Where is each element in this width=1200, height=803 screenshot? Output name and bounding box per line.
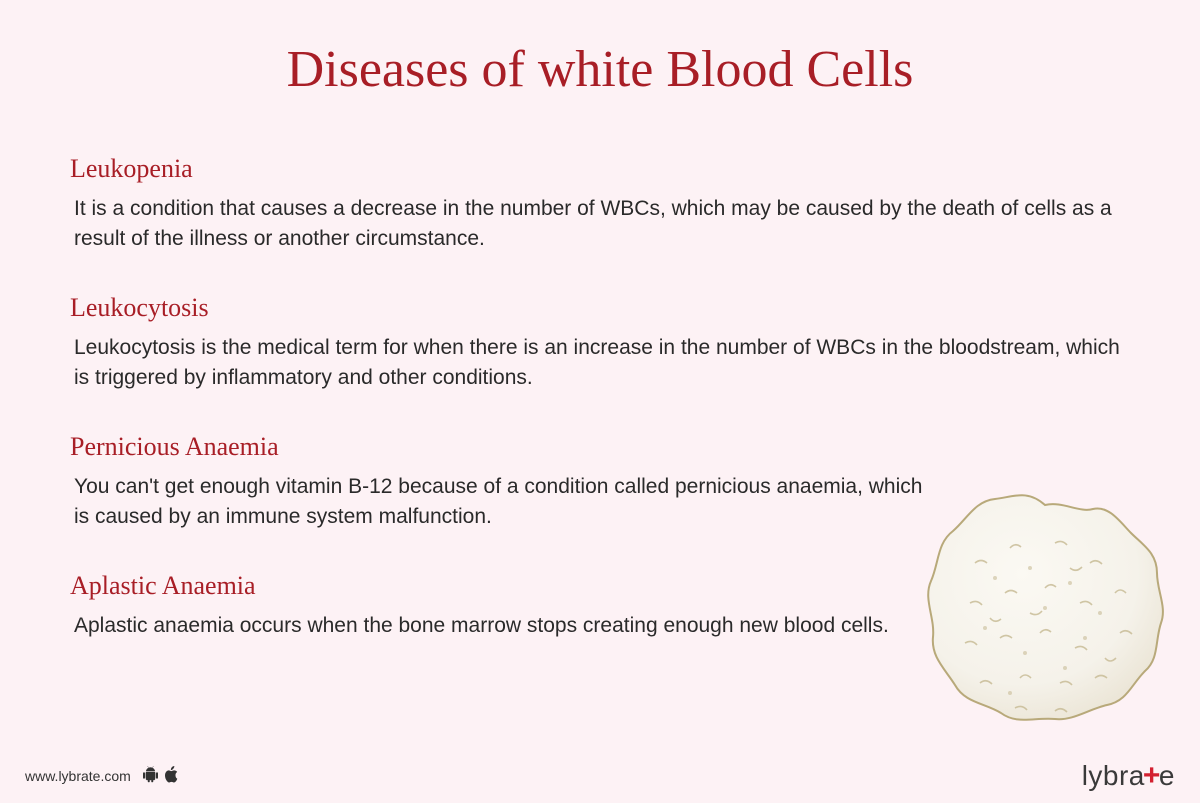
platform-icons [143, 766, 178, 786]
section-description: Leukocytosis is the medical term for whe… [70, 333, 1120, 394]
apple-icon [164, 766, 178, 786]
brand-text-pre: lybra [1082, 760, 1145, 792]
brand-text-post: e [1159, 760, 1175, 792]
white-blood-cell-illustration [915, 493, 1175, 753]
section-leukocytosis: Leukocytosis Leukocytosis is the medical… [70, 293, 1130, 394]
section-description: You can't get enough vitamin B-12 becaus… [70, 472, 930, 533]
section-heading: Leukocytosis [70, 293, 1130, 323]
brand-logo: lybra+e [1082, 759, 1175, 793]
footer-url: www.lybrate.com [25, 768, 131, 784]
page-title: Diseases of white Blood Cells [70, 40, 1130, 99]
footer: www.lybrate.com lybra+e [0, 759, 1200, 793]
section-description: It is a condition that causes a decrease… [70, 194, 1120, 255]
section-description: Aplastic anaemia occurs when the bone ma… [70, 611, 930, 641]
infographic-container: Diseases of white Blood Cells Leukopenia… [0, 0, 1200, 803]
footer-left: www.lybrate.com [25, 766, 178, 786]
android-icon [143, 766, 158, 786]
section-leukopenia: Leukopenia It is a condition that causes… [70, 154, 1130, 255]
section-heading: Leukopenia [70, 154, 1130, 184]
section-heading: Pernicious Anaemia [70, 432, 1130, 462]
